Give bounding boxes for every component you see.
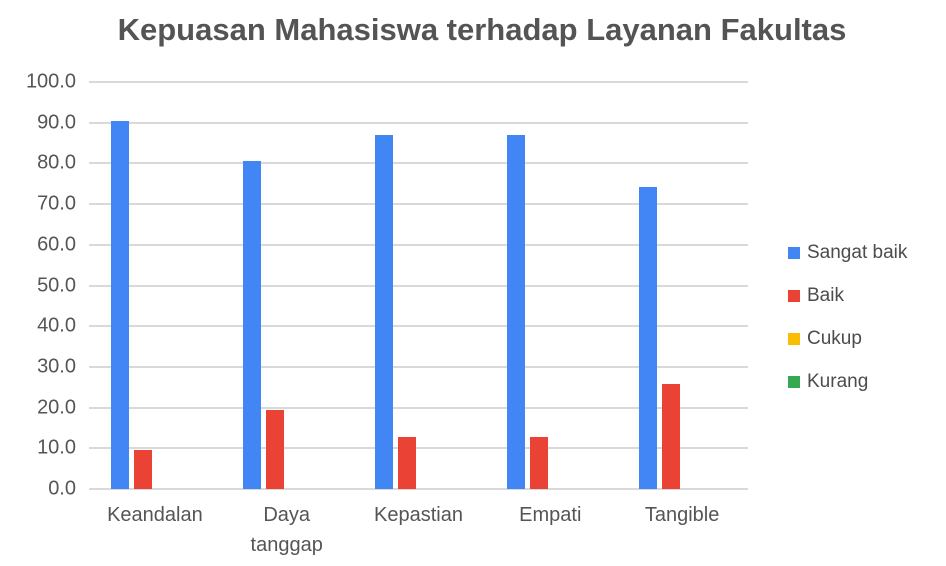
bar-baik xyxy=(661,384,680,489)
x-axis: Keandalan Daya tanggap Kepastian Empati Tang… xyxy=(89,500,748,560)
legend-item-baik: Baik xyxy=(788,284,907,308)
bar-sangat-baik xyxy=(506,134,525,489)
bar-baik xyxy=(266,410,285,489)
gridline xyxy=(89,121,748,124)
legend: Sangat baik Baik Cukup Kurang xyxy=(788,241,907,394)
bar-group-tangible xyxy=(616,82,748,489)
gridline xyxy=(89,203,748,206)
x-cell: Kepastian xyxy=(353,500,485,530)
bar-group-empati xyxy=(484,82,616,489)
y-tick-label: 80.0 xyxy=(37,151,76,174)
x-category-label: Daya tanggap xyxy=(250,504,323,556)
bar-group-kepastian xyxy=(353,82,485,489)
legend-item-sangat-baik: Sangat baik xyxy=(788,241,907,265)
bar-groups xyxy=(89,82,748,489)
x-cell: Daya tanggap xyxy=(221,500,353,560)
legend-swatch-icon xyxy=(788,376,800,388)
y-tick-label: 40.0 xyxy=(37,314,76,337)
bar-sangat-baik xyxy=(243,160,262,489)
y-axis: 0.0 10.0 20.0 30.0 40.0 50.0 60.0 70.0 80.0 90.0 1… xyxy=(0,71,76,500)
bar-sangat-baik xyxy=(374,134,393,489)
legend-label: Cukup xyxy=(807,328,862,349)
y-tick-label: 30.0 xyxy=(37,355,76,378)
gridline xyxy=(89,365,748,368)
legend-item-kurang: Kurang xyxy=(788,370,907,394)
gridline xyxy=(89,284,748,287)
bar-baik xyxy=(397,436,416,489)
bar-group-keandalan xyxy=(89,82,221,489)
gridline xyxy=(89,162,748,165)
y-tick-label: 10.0 xyxy=(37,436,76,459)
y-tick-label: 20.0 xyxy=(37,396,76,419)
bar-group-daya-tanggap xyxy=(221,82,353,489)
y-tick-label: 0.0 xyxy=(48,477,76,500)
chart-title: Kepuasan Mahasiswa terhadap Layanan Faku… xyxy=(117,12,847,47)
y-tick-label: 90.0 xyxy=(37,111,76,134)
x-category-label: Kepastian xyxy=(374,504,463,526)
plot-area xyxy=(89,81,748,490)
legend-label: Kurang xyxy=(807,371,869,392)
legend-swatch-icon xyxy=(788,333,800,345)
x-category-label: Keandalan xyxy=(107,504,203,526)
y-tick-label: 60.0 xyxy=(37,233,76,256)
legend-swatch-icon xyxy=(788,247,800,259)
legend-swatch-icon xyxy=(788,290,800,302)
gridline xyxy=(89,488,748,490)
bar-baik xyxy=(134,449,153,489)
y-tick-label: 100.0 xyxy=(25,70,76,93)
x-category-label: Tangible xyxy=(644,504,720,526)
x-cell: Tangible xyxy=(616,500,748,530)
gridline xyxy=(89,447,748,450)
legend-item-cukup: Cukup xyxy=(788,327,907,351)
y-tick-label: 50.0 xyxy=(37,274,76,296)
gridline xyxy=(89,325,748,328)
x-cell: Keandalan xyxy=(89,500,221,530)
x-category-label: Empati xyxy=(519,504,582,526)
y-tick-label: 70.0 xyxy=(37,192,76,215)
gridline xyxy=(89,81,748,83)
bar-baik xyxy=(529,436,548,489)
bar-sangat-baik xyxy=(638,187,657,489)
legend-label: Baik xyxy=(807,285,844,306)
legend-label: Sangat baik xyxy=(807,242,908,263)
bar-sangat-baik xyxy=(111,121,130,489)
x-cell: Empati xyxy=(484,500,616,530)
gridline xyxy=(89,406,748,409)
gridline xyxy=(89,243,748,246)
